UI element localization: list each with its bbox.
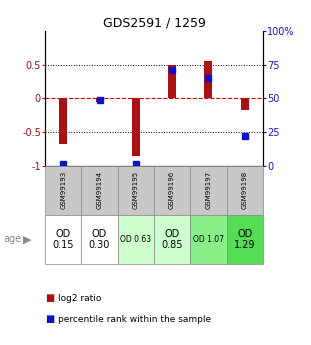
Bar bbox=[204, 61, 212, 98]
Text: ▶: ▶ bbox=[23, 234, 32, 244]
Bar bbox=[59, 98, 67, 144]
Text: OD 0.63: OD 0.63 bbox=[120, 235, 151, 244]
Text: GSM99196: GSM99196 bbox=[169, 171, 175, 209]
Text: GSM99194: GSM99194 bbox=[96, 171, 103, 209]
Text: age: age bbox=[3, 234, 21, 244]
Text: GSM99193: GSM99193 bbox=[60, 171, 66, 209]
Text: OD
1.29: OD 1.29 bbox=[234, 228, 255, 250]
Text: OD
0.15: OD 0.15 bbox=[53, 228, 74, 250]
Text: OD 1.07: OD 1.07 bbox=[193, 235, 224, 244]
Text: OD
0.30: OD 0.30 bbox=[89, 228, 110, 250]
Text: percentile rank within the sample: percentile rank within the sample bbox=[58, 315, 211, 324]
Bar bbox=[95, 98, 104, 102]
Bar bbox=[241, 98, 249, 110]
Text: ■: ■ bbox=[45, 294, 54, 303]
Text: GSM99195: GSM99195 bbox=[133, 171, 139, 209]
Text: GSM99197: GSM99197 bbox=[205, 171, 211, 209]
Bar bbox=[132, 98, 140, 156]
Text: GSM99198: GSM99198 bbox=[242, 171, 248, 209]
Title: GDS2591 / 1259: GDS2591 / 1259 bbox=[103, 17, 205, 30]
Text: ■: ■ bbox=[45, 314, 54, 324]
Text: log2 ratio: log2 ratio bbox=[58, 294, 101, 303]
Text: OD
0.85: OD 0.85 bbox=[161, 228, 183, 250]
Bar bbox=[168, 65, 176, 98]
